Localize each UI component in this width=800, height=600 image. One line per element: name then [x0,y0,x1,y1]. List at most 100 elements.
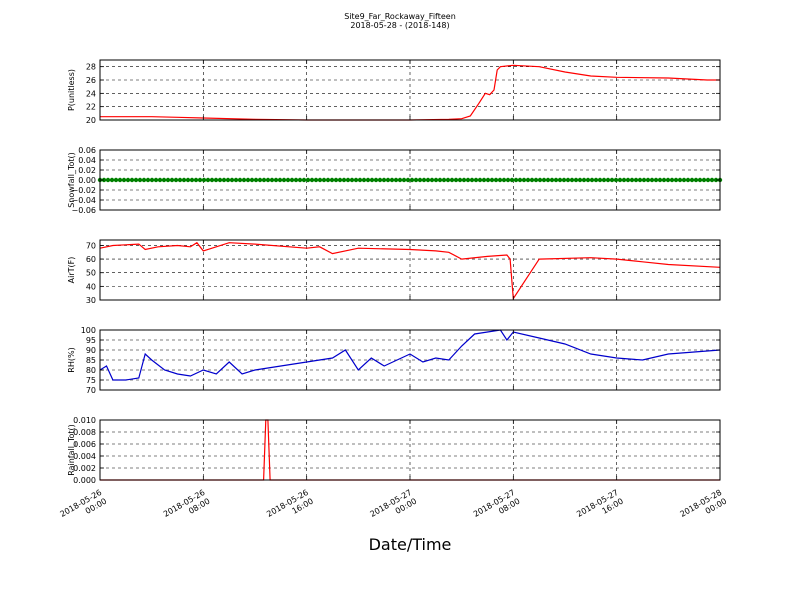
data-point [373,177,379,183]
y-tick-label: 0.002 [73,464,96,473]
data-point [273,177,279,183]
y-tick-label: 75 [86,376,96,385]
data-point [653,177,659,183]
y-tick-label: 85 [86,356,96,365]
data-point [673,177,679,183]
data-point [229,177,235,183]
data-point [609,177,615,183]
y-axis-label: P(unitless) [67,69,76,111]
data-point [665,177,671,183]
data-point [317,177,323,183]
data-point [509,177,515,183]
y-tick-label: 0.010 [73,416,96,425]
data-point [569,177,575,183]
data-point [381,177,387,183]
y-tick-label: 26 [86,76,96,85]
y-tick-label: 0.00 [78,176,96,185]
data-point [153,177,159,183]
data-point [209,177,215,183]
data-point [545,177,551,183]
data-point [201,177,207,183]
y-tick-label: 70 [86,386,96,395]
data-point [621,177,627,183]
data-point [393,177,399,183]
data-point [541,177,547,183]
y-tick-label: 70 [86,241,96,250]
panel-1: 20 22 24 26 28 P(unitless) [67,59,721,125]
data-point [233,177,239,183]
data-point [213,177,219,183]
data-point [661,177,667,183]
data-point [257,177,263,183]
data-point [205,177,211,183]
data-point [289,177,295,183]
data-point [525,177,531,183]
data-point [413,177,419,183]
data-point [445,177,451,183]
data-point [133,177,139,183]
data-point [313,177,319,183]
y-tick-label: 0.06 [78,146,96,155]
panel-5: 0.000 0.002 0.004 0.006 0.008 0.010Rainfall_T… [67,416,721,485]
y-tick-label: 40 [86,282,96,291]
data-point [357,177,363,183]
y-tick-label: 50 [86,269,96,278]
data-point [237,177,243,183]
data-point [433,177,439,183]
data-point [385,177,391,183]
data-point [417,177,423,183]
y-axis-label: Snowfall_Tot() [67,152,76,208]
data-point [297,177,303,183]
y-tick-label: 20 [86,116,96,125]
data-point [189,177,195,183]
data-point [457,177,463,183]
data-point [597,177,603,183]
y-tick-label: 24 [86,89,96,98]
data-point [613,177,619,183]
data-point [125,177,131,183]
data-point [169,177,175,183]
data-point [241,177,247,183]
data-point [421,177,427,183]
data-point [253,177,259,183]
data-point [693,177,699,183]
data-point [549,177,555,183]
data-point [469,177,475,183]
data-point [705,177,711,183]
data-point [589,177,595,183]
data-point [389,177,395,183]
data-point [501,177,507,183]
data-point [149,177,155,183]
series-line [99,329,721,381]
data-point [113,177,119,183]
data-point [565,177,571,183]
data-point [697,177,703,183]
data-point [489,177,495,183]
y-tick-label: 30 [86,296,96,305]
data-point [281,177,287,183]
data-point [129,177,135,183]
data-point [329,177,335,183]
data-point [557,177,563,183]
data-point [573,177,579,183]
data-point [349,177,355,183]
data-point [277,177,283,183]
data-point [305,177,311,183]
data-point [649,177,655,183]
data-point [321,177,327,183]
data-point [109,177,115,183]
data-point [657,177,663,183]
data-point [493,177,499,183]
y-tick-label: 0.006 [73,440,96,449]
data-point [173,177,179,183]
data-point [517,177,523,183]
data-point [497,177,503,183]
data-point [293,177,299,183]
data-point [193,177,199,183]
data-point [681,177,687,183]
y-tick-label: 60 [86,255,96,264]
data-point [437,177,443,183]
data-point [225,177,231,183]
y-tick-label: 0.000 [73,476,96,485]
